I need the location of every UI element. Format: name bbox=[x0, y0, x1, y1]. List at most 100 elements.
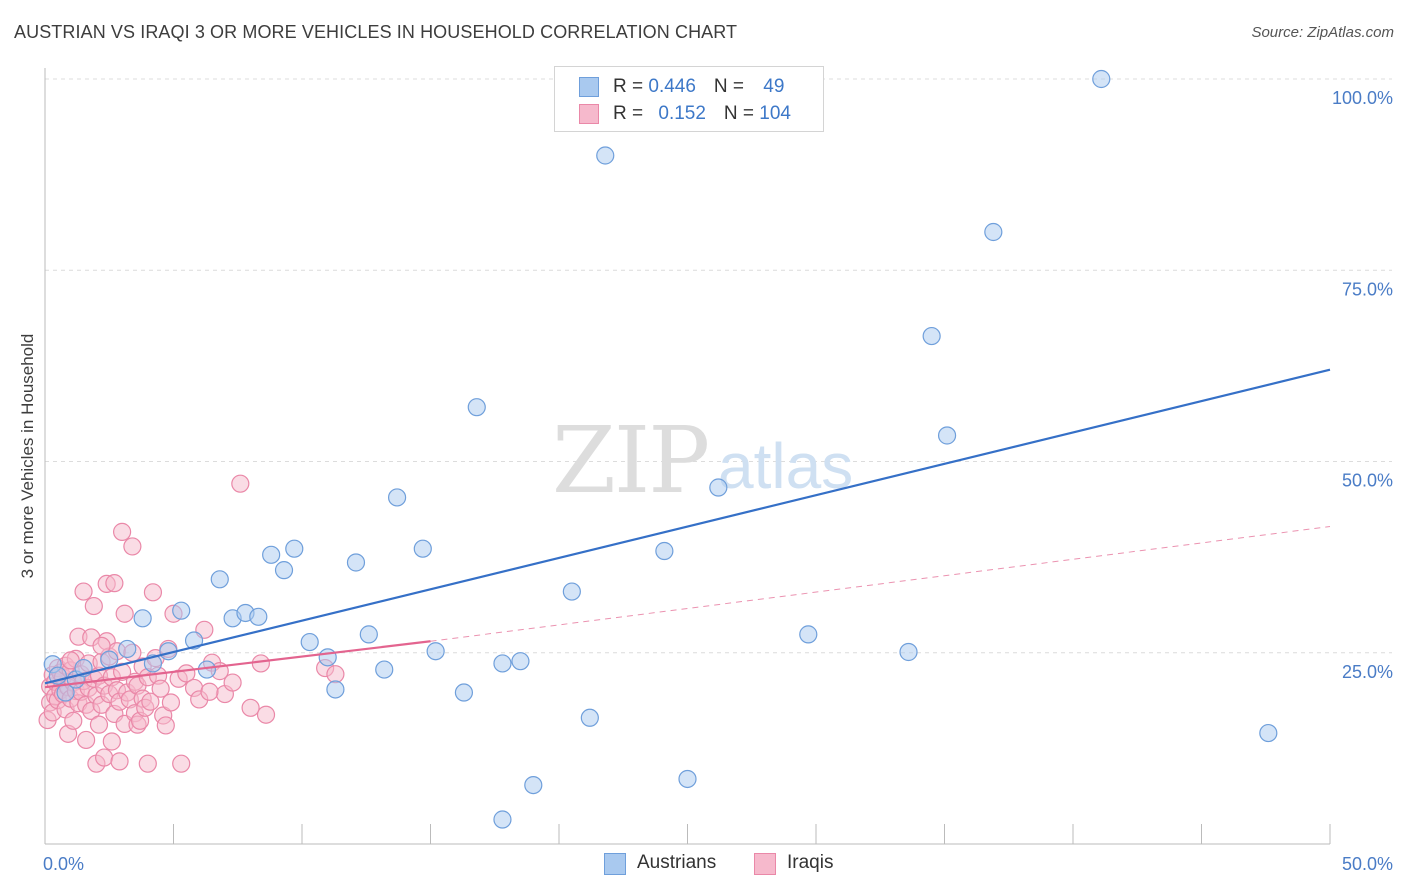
iraqis-point bbox=[143, 583, 163, 602]
austrians-point bbox=[318, 648, 337, 667]
n-value: 104 bbox=[759, 103, 791, 124]
iraqis-swatch bbox=[754, 853, 776, 875]
austrians-point bbox=[493, 810, 512, 829]
n-value: 49 bbox=[763, 76, 785, 97]
austrians-point bbox=[467, 398, 486, 417]
iraqis-point bbox=[231, 474, 250, 493]
austrians-point bbox=[359, 625, 378, 644]
y-tick-label: 75.0% bbox=[1342, 279, 1393, 299]
austrians-point bbox=[799, 625, 818, 644]
iraqis-point bbox=[95, 748, 114, 767]
iraqis-point bbox=[89, 715, 109, 734]
austrians-point bbox=[285, 539, 304, 558]
y-tick-label: 100.0% bbox=[1332, 88, 1393, 108]
austrians-point bbox=[524, 775, 543, 795]
austrians-point bbox=[678, 769, 697, 789]
iraqis-point bbox=[251, 654, 270, 673]
iraqis-trend-line bbox=[44, 640, 431, 689]
austrians-point bbox=[346, 553, 366, 572]
austrians-point bbox=[899, 642, 918, 662]
iraqis-point bbox=[102, 732, 121, 751]
iraqis-point bbox=[200, 682, 219, 701]
iraqis-point bbox=[123, 537, 142, 556]
austrians-point bbox=[562, 582, 581, 601]
watermark-zip: ZIP bbox=[552, 407, 708, 514]
iraqis-point bbox=[141, 692, 160, 711]
r-label: R = bbox=[613, 103, 649, 124]
austrians-point bbox=[210, 570, 229, 589]
austrians-point bbox=[984, 222, 1003, 242]
austrians-point bbox=[922, 326, 941, 346]
iraqis-point bbox=[151, 679, 170, 698]
iraqis-point bbox=[110, 752, 129, 771]
austrians-point bbox=[511, 652, 530, 671]
austrians-point bbox=[493, 654, 512, 673]
correlation-legend: R = 0.446 N = 49 R = 0.152 N = 104 bbox=[554, 66, 824, 132]
austrians-point bbox=[454, 683, 474, 702]
legend-text: R = 0.446 N = 49 bbox=[613, 76, 784, 98]
iraqis-point bbox=[241, 698, 260, 717]
austrians-point bbox=[262, 545, 281, 564]
iraqis-point bbox=[84, 596, 103, 616]
iraqis-swatch bbox=[579, 104, 599, 124]
y-tick-label: 25.0% bbox=[1342, 662, 1393, 682]
legend-label: Austrians bbox=[637, 852, 717, 873]
iraqis-point bbox=[326, 665, 345, 684]
austrians-point bbox=[143, 654, 163, 673]
legend-text: R = 0.152 N = 104 bbox=[613, 103, 791, 125]
iraqis-point bbox=[105, 574, 124, 593]
austrians-point bbox=[249, 607, 268, 626]
tick-labels: 25.0% 50.0% 75.0% 100.0% 0.0% 50.0% bbox=[43, 88, 1393, 874]
y-axis-label: 3 or more Vehicles in Household bbox=[18, 333, 37, 579]
austrians-point bbox=[596, 146, 615, 165]
grid-lines bbox=[45, 78, 1392, 654]
austrians-point bbox=[375, 660, 394, 679]
austrians-point bbox=[326, 680, 345, 699]
austrians-point bbox=[133, 609, 152, 628]
r-value: 0.152 bbox=[658, 103, 706, 124]
r-value: 0.446 bbox=[648, 76, 696, 97]
iraqis-point bbox=[115, 604, 134, 623]
iraqis-point bbox=[138, 754, 157, 773]
legend-label: Iraqis bbox=[787, 852, 834, 873]
austrians-point bbox=[184, 631, 204, 650]
iraqis-point bbox=[256, 705, 276, 724]
austrians-point bbox=[118, 639, 137, 659]
iraqis-points bbox=[38, 474, 345, 773]
iraqis-point bbox=[156, 716, 175, 735]
austrians-point bbox=[709, 478, 728, 497]
iraqis-point bbox=[112, 522, 132, 541]
austrians-point bbox=[413, 539, 432, 558]
austrians-point bbox=[1259, 723, 1278, 743]
iraqis-point bbox=[223, 673, 242, 692]
y-tick-label: 50.0% bbox=[1342, 471, 1393, 491]
austrians-point bbox=[937, 426, 957, 445]
austrians-swatch bbox=[579, 77, 599, 97]
x-tick-label: 0.0% bbox=[43, 854, 84, 874]
n-label: N = bbox=[723, 103, 760, 124]
iraqis-point bbox=[112, 662, 132, 681]
iraqis-point bbox=[172, 754, 191, 773]
iraqis-point bbox=[77, 730, 96, 750]
n-label: N = bbox=[713, 76, 750, 97]
source-credit: Source: ZipAtlas.com bbox=[1251, 24, 1394, 41]
austrians-point bbox=[274, 561, 294, 580]
austrians-point bbox=[172, 601, 191, 620]
r-label: R = bbox=[613, 76, 649, 97]
austrians-point bbox=[580, 708, 599, 727]
iraqis-point bbox=[161, 693, 181, 712]
austrians-point bbox=[655, 541, 674, 561]
chart-title: AUSTRIAN VS IRAQI 3 OR MORE VEHICLES IN … bbox=[14, 22, 738, 42]
austrians-swatch bbox=[604, 853, 626, 875]
iraqis-trend-line bbox=[430, 526, 1331, 642]
austrians-point bbox=[387, 488, 407, 507]
trend-lines bbox=[44, 368, 1331, 689]
austrians-point bbox=[300, 632, 319, 652]
iraqis-point bbox=[64, 711, 83, 730]
watermark-atlas: atlas bbox=[718, 430, 853, 502]
austrians-point bbox=[426, 642, 445, 661]
x-tick-label: 50.0% bbox=[1342, 854, 1393, 874]
iraqis-point bbox=[74, 582, 93, 601]
austrians-point bbox=[1092, 69, 1111, 89]
